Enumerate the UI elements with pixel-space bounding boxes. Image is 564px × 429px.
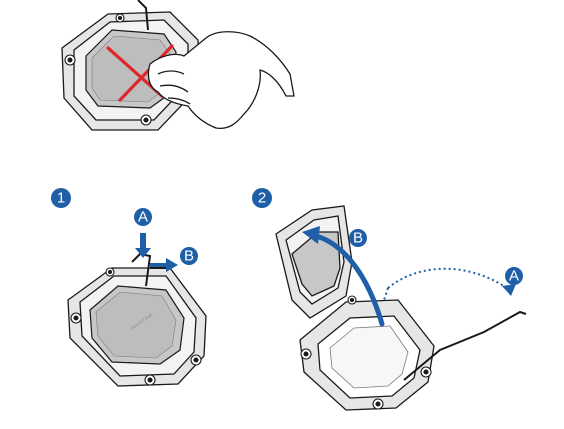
step1-arrow-a-letter: A [138,209,148,226]
step2-lever [403,310,527,381]
step2-arrow-a-letter: A [509,268,519,285]
step2-arrow-a: A [383,267,523,301]
step-2-badge: 2 [252,188,272,208]
step-2-number: 2 [258,190,266,207]
step2-open-lid [275,205,353,319]
step-1-badge: 1 [51,188,71,208]
step-2: 2 B [252,188,527,411]
hand-icon [147,31,295,130]
step1-cpu-chip: SOCKET AM5 [89,285,185,365]
step-1-number: 1 [57,190,65,207]
step1-arrow-b: B [150,247,198,272]
step1-arrow-a: A [134,208,152,258]
step2-arrow-b: B [302,226,385,327]
top-panel [61,0,295,131]
step1-arrow-b-letter: B [184,248,194,265]
top-lever [137,0,149,31]
step2-socket-base [299,299,435,411]
step2-arrow-b-letter: B [353,230,363,247]
step2-screws [300,295,432,410]
step-1: 1 SOCKET AM5 A [51,188,207,387]
step1-screws [70,267,202,386]
